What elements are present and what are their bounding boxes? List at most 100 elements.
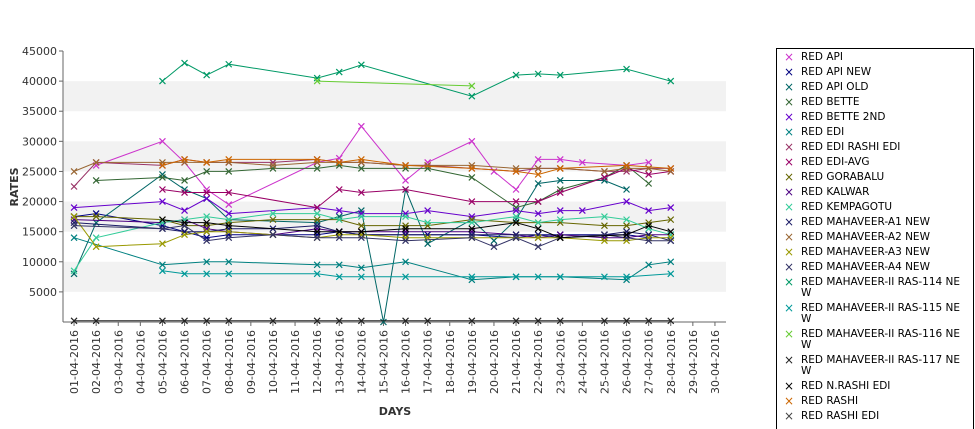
data-point bbox=[203, 158, 211, 166]
data-point bbox=[468, 174, 476, 181]
data-point bbox=[159, 219, 166, 227]
data-point bbox=[159, 186, 166, 193]
x-tick-label: 05-04-2016 bbox=[156, 330, 169, 394]
legend-item: × RED EDI bbox=[777, 126, 973, 138]
legend-item: × RED MAHAVEER-II RAS-115 NEW bbox=[777, 302, 973, 325]
data-point bbox=[313, 231, 321, 239]
data-point bbox=[159, 225, 166, 233]
data-point bbox=[159, 174, 166, 181]
data-point bbox=[335, 216, 343, 224]
data-point bbox=[556, 207, 564, 215]
data-point bbox=[313, 165, 321, 172]
legend-item: × RED BETTE 2ND bbox=[777, 110, 973, 124]
data-point bbox=[534, 180, 542, 187]
series-line bbox=[73, 173, 627, 323]
data-point bbox=[181, 219, 188, 227]
data-point bbox=[159, 171, 166, 178]
legend-label: RED N.RASHI EDI bbox=[801, 380, 891, 392]
series-red-bette bbox=[92, 161, 653, 212]
data-point bbox=[225, 216, 233, 224]
data-point bbox=[70, 213, 78, 221]
legend-marker-icon: × bbox=[783, 379, 795, 393]
data-point bbox=[225, 270, 233, 278]
y-tick-label: 10000 bbox=[22, 256, 57, 269]
data-point bbox=[601, 273, 608, 281]
data-point bbox=[468, 216, 476, 224]
data-point bbox=[159, 161, 166, 169]
data-point bbox=[468, 82, 476, 90]
data-point bbox=[402, 317, 409, 325]
x-tick-label: 21-04-2016 bbox=[510, 330, 523, 394]
data-point bbox=[313, 270, 321, 278]
data-point bbox=[335, 234, 343, 242]
data-point bbox=[556, 177, 564, 184]
data-point bbox=[313, 155, 321, 163]
data-point bbox=[225, 60, 233, 68]
legend-label: RED RASHI bbox=[801, 395, 859, 407]
data-point bbox=[667, 258, 675, 266]
x-tick-label: 29-04-2016 bbox=[687, 330, 700, 394]
legend-marker-icon: × bbox=[783, 260, 795, 274]
series-line bbox=[162, 158, 671, 176]
legend-item: × RED API OLD bbox=[777, 81, 973, 93]
y-tick-label: 45000 bbox=[22, 45, 57, 58]
data-point bbox=[623, 317, 630, 325]
data-point bbox=[357, 210, 365, 218]
x-tick-label: 09-04-2016 bbox=[245, 330, 258, 394]
legend-marker-icon: × bbox=[783, 275, 795, 289]
x-tick-label: 04-04-2016 bbox=[134, 330, 147, 394]
legend-item: × RED MAHAVEER-II RAS-116 NEW bbox=[777, 327, 973, 351]
data-point bbox=[357, 122, 365, 130]
data-point bbox=[512, 234, 520, 242]
data-point bbox=[269, 231, 277, 239]
legend-marker-icon: × bbox=[783, 140, 795, 154]
x-tick-label: 30-04-2016 bbox=[709, 330, 722, 394]
data-point bbox=[645, 219, 653, 227]
series-line bbox=[96, 164, 650, 209]
data-point bbox=[225, 155, 233, 163]
data-point bbox=[313, 222, 321, 230]
legend-marker-icon: × bbox=[783, 245, 795, 259]
data-point bbox=[181, 317, 188, 325]
x-tick-label: 20-04-2016 bbox=[488, 330, 501, 394]
data-point bbox=[645, 158, 653, 166]
data-point bbox=[424, 161, 432, 169]
data-point bbox=[534, 243, 542, 251]
series-red-kempagotu bbox=[70, 210, 675, 275]
data-point bbox=[534, 198, 542, 205]
data-point bbox=[534, 219, 542, 227]
legend-marker-icon: × bbox=[783, 200, 795, 214]
data-point bbox=[335, 231, 343, 239]
data-point bbox=[181, 231, 188, 239]
data-point bbox=[512, 317, 520, 325]
data-point bbox=[335, 317, 343, 325]
legend-label: RED API bbox=[801, 51, 843, 63]
legend-marker-icon: × bbox=[783, 215, 795, 229]
y-tick-label: 40000 bbox=[22, 75, 57, 88]
data-point bbox=[402, 165, 409, 172]
legend-item: × RED BETTE bbox=[777, 96, 973, 108]
data-point bbox=[601, 174, 608, 181]
data-point bbox=[512, 168, 520, 175]
legend-marker-icon: × bbox=[783, 110, 795, 124]
data-point bbox=[556, 273, 564, 281]
data-point bbox=[203, 270, 211, 278]
data-point bbox=[203, 317, 211, 325]
data-point bbox=[269, 210, 277, 218]
y-tick-label: 35000 bbox=[22, 105, 57, 118]
data-point bbox=[402, 222, 409, 230]
legend-marker-icon: × bbox=[783, 230, 795, 244]
legend-marker-icon: × bbox=[783, 327, 795, 341]
data-point bbox=[623, 222, 630, 230]
data-point bbox=[623, 186, 630, 193]
data-point bbox=[203, 237, 211, 245]
data-point bbox=[667, 234, 675, 242]
legend-marker-icon: × bbox=[783, 394, 795, 408]
legend-item: × RED API bbox=[777, 51, 973, 63]
data-point bbox=[203, 228, 211, 236]
legend-item: × RED KALWAR bbox=[777, 186, 973, 198]
data-point bbox=[512, 213, 520, 221]
data-point bbox=[534, 231, 542, 239]
data-point bbox=[512, 186, 520, 193]
data-point bbox=[70, 267, 78, 275]
